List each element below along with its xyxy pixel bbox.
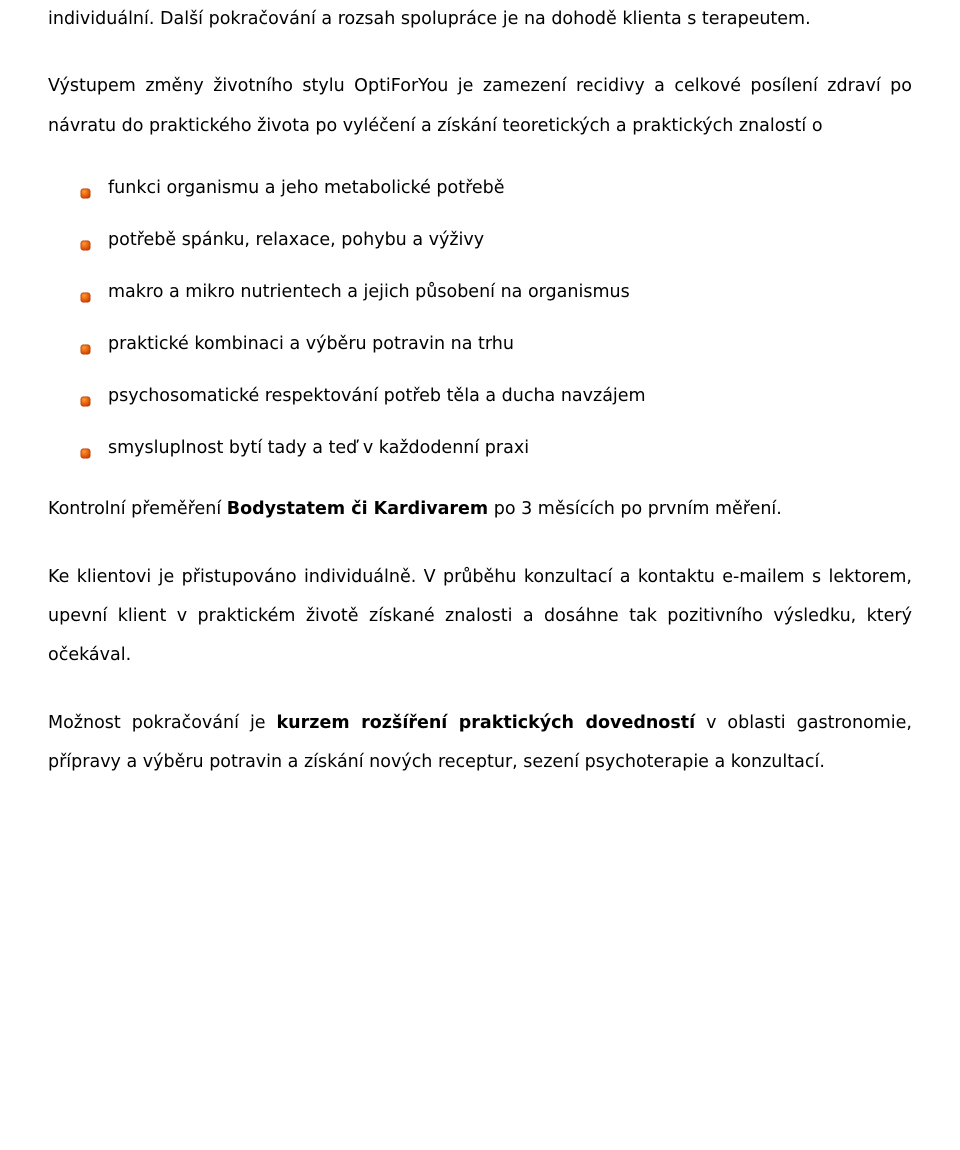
paragraph-control: Kontrolní přeměření Bodystatem či Kardiv…	[48, 490, 912, 529]
list-item-text: makro a mikro nutrientech a jejich působ…	[108, 282, 630, 302]
list-item: smysluplnost bytí tady a teď v každodenn…	[80, 434, 912, 462]
list-item: funkci organismu a jeho metabolické potř…	[80, 174, 912, 202]
bullet-icon	[80, 180, 91, 208]
text-run: Možnost pokračování je	[48, 713, 277, 733]
bullet-icon	[80, 388, 91, 416]
list-item: potřebě spánku, relaxace, pohybu a výživ…	[80, 226, 912, 254]
bullet-icon	[80, 336, 91, 364]
list-item-text: psychosomatické respektování potřeb těla…	[108, 386, 646, 406]
list-item-text: smysluplnost bytí tady a teď v každodenn…	[108, 438, 529, 458]
list-item: psychosomatické respektování potřeb těla…	[80, 382, 912, 410]
bullet-icon	[80, 284, 91, 312]
text-run: Kontrolní přeměření	[48, 499, 227, 519]
bullet-icon	[80, 440, 91, 468]
paragraph-continuation: Možnost pokračování je kurzem rozšíření …	[48, 704, 912, 783]
bullet-icon	[80, 232, 91, 260]
paragraph-intro: individuální. Další pokračování a rozsah…	[48, 0, 912, 39]
paragraph-individual: Ke klientovi je přistupováno individuáln…	[48, 558, 912, 676]
list-item-text: praktické kombinaci a výběru potravin na…	[108, 334, 514, 354]
text-run: po 3 měsících po prvním měření.	[488, 499, 782, 519]
list-item-text: funkci organismu a jeho metabolické potř…	[108, 178, 505, 198]
list-item-text: potřebě spánku, relaxace, pohybu a výživ…	[108, 230, 484, 250]
text-bold: kurzem rozšíření praktických dovedností	[277, 713, 696, 733]
list-item: makro a mikro nutrientech a jejich působ…	[80, 278, 912, 306]
knowledge-list: funkci organismu a jeho metabolické potř…	[80, 174, 912, 462]
paragraph-output: Výstupem změny životního stylu OptiForYo…	[48, 67, 912, 146]
text-bold: Bodystatem či Kardivarem	[227, 499, 488, 519]
list-item: praktické kombinaci a výběru potravin na…	[80, 330, 912, 358]
